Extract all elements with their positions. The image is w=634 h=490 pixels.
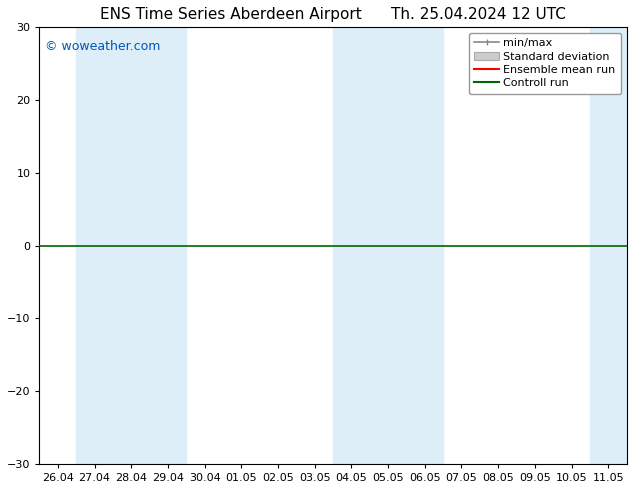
Bar [590,27,634,464]
Text: © woweather.com: © woweather.com [46,40,160,53]
Bar [333,27,443,464]
Title: ENS Time Series Aberdeen Airport      Th. 25.04.2024 12 UTC: ENS Time Series Aberdeen Airport Th. 25.… [100,7,566,22]
Legend: min/max, Standard deviation, Ensemble mean run, Controll run: min/max, Standard deviation, Ensemble me… [469,33,621,94]
Bar [76,27,186,464]
